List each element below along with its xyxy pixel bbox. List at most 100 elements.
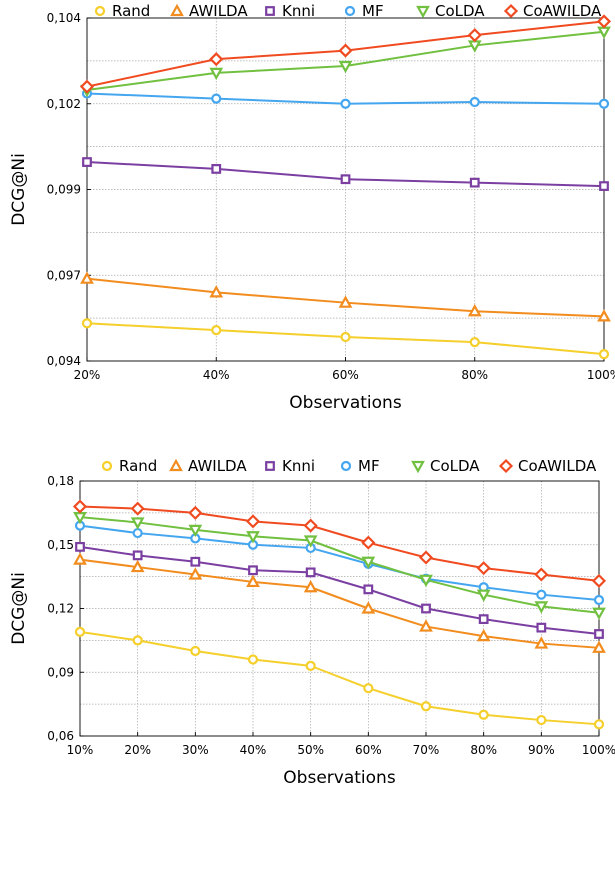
data-point: [361, 556, 376, 570]
data-point: [467, 28, 482, 43]
legend-marker: [170, 3, 184, 17]
data-point: [594, 629, 604, 639]
data-point: [211, 164, 222, 174]
data-point: [246, 531, 260, 544]
legend-label: AWILDA: [188, 457, 247, 475]
data-point: [361, 601, 376, 614]
series-coawilda: [72, 499, 607, 588]
legend-item-awilda: AWILDA: [170, 2, 248, 20]
y-tick-label: 0,102: [47, 97, 81, 111]
series-knni: [82, 157, 609, 191]
data-point: [130, 559, 145, 573]
data-point: [305, 567, 316, 578]
x-tick-label: 40%: [240, 743, 267, 757]
data-point: [598, 349, 610, 360]
data-point: [361, 535, 376, 550]
x-tick-label: 90%: [528, 743, 555, 757]
y-tick-label: 0,097: [47, 268, 81, 282]
series-awilda: [73, 552, 606, 653]
series-coawilda: [79, 14, 612, 94]
data-point: [130, 501, 145, 516]
series-line: [79, 516, 600, 614]
legend-label: CoLDA: [430, 457, 480, 475]
data-point: [420, 701, 432, 712]
data-point: [79, 79, 95, 94]
data-point: [132, 635, 143, 646]
legend-marker: [94, 5, 106, 17]
data-point: [476, 561, 491, 576]
legend-label: CoLDA: [435, 2, 485, 20]
legend-marker: [340, 460, 352, 472]
x-tick-label: 10%: [67, 743, 94, 757]
legend-marker: [265, 461, 275, 471]
y-tick-label: 0,18: [47, 474, 74, 488]
data-point: [534, 636, 549, 649]
data-point: [599, 181, 609, 191]
data-point: [130, 517, 145, 530]
data-point: [80, 271, 94, 284]
data-point: [340, 174, 351, 185]
data-point: [305, 660, 316, 671]
data-point: [211, 325, 222, 336]
x-tick-label: 20%: [74, 368, 101, 382]
chart-2: 0,06 0,09 0,12 0,15 0,18 10% 20% 30% 40% 50% 60% 70…: [9, 457, 615, 788]
data-point: [596, 14, 612, 29]
data-point: [303, 579, 318, 593]
series-rand: [81, 318, 610, 360]
data-point: [190, 645, 201, 657]
data-point: [73, 552, 87, 565]
legend-item-rand: Rand: [94, 2, 150, 20]
legend-label: AWILDA: [189, 2, 248, 20]
data-point: [132, 550, 143, 561]
data-point: [209, 285, 224, 298]
legend: Rand AWILDA Knni MF CoLDA CoAWILDA: [94, 2, 602, 20]
x-tick-label: 100%: [587, 368, 615, 382]
data-point: [469, 337, 480, 348]
data-point: [593, 719, 605, 730]
x-tick-label: 80%: [470, 743, 497, 757]
series-rand: [74, 626, 605, 730]
legend-marker: [498, 458, 514, 474]
y-tick-label: 0,094: [47, 354, 81, 368]
y-tick-label: 0,104: [47, 11, 81, 25]
data-point: [536, 622, 547, 633]
legend-item-coawilda: CoAWILDA: [498, 457, 597, 475]
data-point: [132, 527, 143, 539]
data-point: [536, 589, 547, 600]
x-tick-label: 80%: [461, 368, 488, 382]
legend-label: Knni: [282, 457, 315, 475]
legend-label: MF: [358, 457, 380, 475]
series-mf: [81, 88, 610, 109]
data-point: [418, 550, 434, 565]
x-tick-label: 60%: [355, 743, 382, 757]
data-point: [478, 614, 489, 625]
data-point: [211, 93, 222, 104]
chart-1: 0,094 0,097 0,099 0,102 0,104 20% 40% 60% 80% 100…: [9, 2, 615, 413]
legend-item-awilda: AWILDA: [169, 457, 247, 475]
legend-label: Rand: [112, 2, 150, 20]
legend-marker: [503, 3, 519, 19]
legend: Rand AWILDA Knni MF CoLDA CoAWILDA: [101, 457, 597, 475]
x-tick-label: 20%: [124, 743, 151, 757]
x-tick-label: 30%: [182, 743, 209, 757]
series-line: [79, 545, 600, 635]
series-awilda: [80, 271, 611, 322]
data-point: [188, 505, 203, 520]
legend-marker: [416, 5, 430, 19]
data-point: [597, 309, 611, 322]
data-point: [74, 626, 86, 637]
legend-label: CoAWILDA: [518, 457, 597, 475]
data-point: [303, 518, 318, 533]
legend-marker: [169, 458, 183, 472]
legend-marker: [411, 460, 425, 474]
data-point: [340, 98, 351, 109]
legend-label: Knni: [282, 2, 315, 20]
data-point: [247, 654, 259, 665]
data-point: [82, 157, 92, 167]
y-tick-label: 0,15: [47, 538, 74, 552]
series-line: [79, 558, 600, 649]
series-line: [79, 505, 600, 582]
y-tick-label: 0,09: [47, 665, 74, 679]
legend-item-knni: Knni: [265, 457, 315, 475]
data-point: [419, 619, 433, 632]
